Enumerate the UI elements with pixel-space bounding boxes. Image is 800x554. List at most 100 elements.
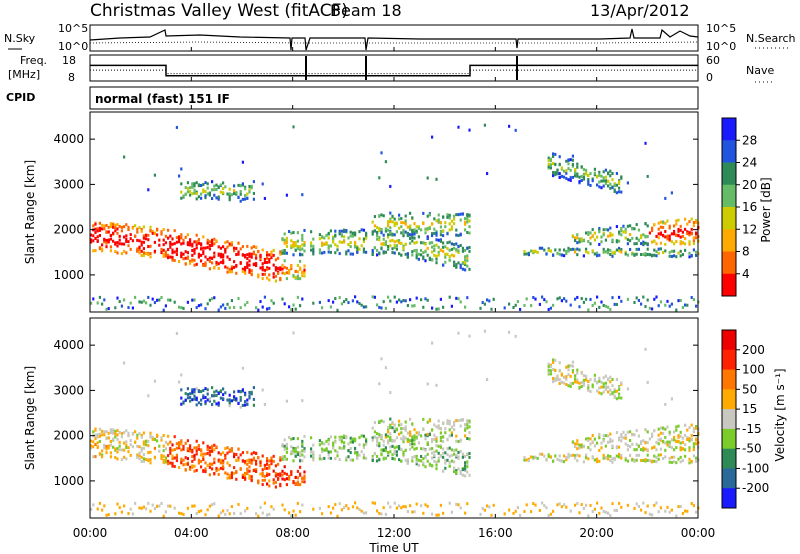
velocity-cell [191, 448, 194, 452]
velocity-cell [675, 446, 678, 450]
velocity-colorbar-tick-label: 15 [742, 402, 757, 416]
velocity-cell [318, 439, 321, 443]
power-cell [563, 297, 566, 301]
velocity-cell [457, 439, 460, 443]
power-cell [90, 233, 93, 237]
power-cell [373, 246, 376, 250]
power-cell [360, 303, 363, 307]
power-cell [411, 232, 414, 236]
power-cell [228, 257, 231, 261]
power-cell [433, 227, 436, 231]
velocity-cell [321, 447, 324, 451]
velocity-cell [204, 461, 207, 465]
power-cell [602, 303, 605, 307]
velocity-cell [182, 512, 185, 516]
power-cell [655, 242, 658, 246]
power-cell [666, 299, 669, 303]
velocity-cell [582, 382, 585, 386]
power-cell [103, 227, 106, 231]
power-cell [153, 232, 156, 236]
velocity-cell [673, 455, 676, 459]
power-cell [424, 297, 427, 301]
velocity-cell [281, 457, 284, 461]
velocity-cell [186, 396, 189, 400]
power-cell [371, 232, 374, 236]
power-cell [101, 249, 104, 253]
power-cell [624, 230, 627, 234]
power-cell [213, 251, 216, 255]
velocity-cell [362, 453, 365, 457]
power-cell [180, 236, 183, 240]
velocity-cell [290, 445, 293, 449]
power-cell [620, 175, 623, 179]
power-cell [189, 259, 192, 263]
power-cell [160, 251, 163, 255]
velocity-cell [250, 479, 253, 483]
power-cell [257, 275, 260, 279]
velocity-cell [558, 458, 561, 462]
power-cell [690, 232, 693, 236]
power-cell [290, 246, 293, 250]
velocity-cell [204, 467, 207, 471]
power-cell [206, 258, 209, 262]
power-cell [371, 248, 374, 252]
velocity-cell [402, 434, 405, 438]
power-cell [552, 171, 555, 175]
x-tick-label: 16:00 [478, 526, 513, 540]
velocity-cell [607, 511, 610, 515]
velocity-cell [191, 388, 194, 392]
power-cell [426, 235, 429, 239]
power-cell [266, 266, 269, 270]
power-cell [611, 178, 614, 182]
velocity-cell [468, 455, 471, 459]
velocity-cell [417, 432, 420, 436]
velocity-cell [261, 483, 264, 487]
power-cell [334, 251, 337, 255]
velocity-cell [453, 460, 456, 464]
power-cell [391, 238, 394, 242]
velocity-cell [646, 458, 649, 462]
velocity-cell [118, 430, 121, 434]
velocity-cell [675, 461, 678, 465]
velocity-cell [380, 453, 383, 457]
velocity-cell [180, 461, 183, 465]
power-cell [602, 176, 605, 180]
power-cell [252, 250, 255, 254]
velocity-cell [340, 435, 343, 439]
power-cell [246, 264, 249, 268]
velocity-cell [695, 442, 698, 446]
velocity-cell [563, 381, 566, 385]
power-cell [296, 231, 299, 235]
power-cell [226, 270, 229, 274]
velocity-cell [296, 501, 299, 505]
velocity-cell [642, 446, 645, 450]
velocity-cell [426, 459, 429, 463]
power-cell [356, 300, 359, 304]
velocity-cell [576, 501, 579, 505]
velocity-cell [382, 439, 385, 443]
power-cell [329, 244, 332, 248]
power-cell [248, 252, 251, 256]
power-cell [681, 305, 684, 309]
power-cell [222, 259, 225, 263]
velocity-cell [153, 446, 156, 450]
velocity-cell [193, 469, 196, 473]
power-cell [626, 181, 629, 185]
velocity-cell [668, 460, 671, 464]
velocity-cell [248, 458, 251, 462]
power-cell [620, 227, 623, 231]
velocity-cell [435, 425, 438, 429]
power-cell [574, 174, 577, 178]
power-cell [556, 297, 559, 301]
velocity-cell [398, 447, 401, 451]
velocity-cell [138, 506, 141, 510]
velocity-cell [136, 436, 139, 440]
power-cell [131, 239, 134, 243]
power-cell [142, 234, 145, 238]
velocity-cell [602, 439, 605, 443]
velocity-cell [402, 440, 405, 444]
velocity-cell [431, 456, 434, 460]
power-cell [354, 240, 357, 244]
power-cell [246, 300, 249, 304]
velocity-cell [378, 441, 381, 445]
